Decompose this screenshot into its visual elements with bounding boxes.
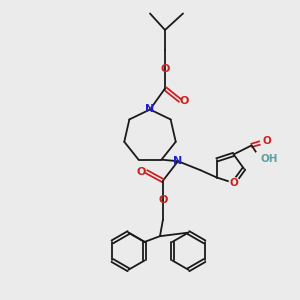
Text: O: O — [229, 178, 238, 188]
Text: O: O — [180, 95, 189, 106]
Text: O: O — [136, 167, 146, 177]
Text: O: O — [262, 136, 271, 146]
Text: N: N — [173, 156, 183, 166]
Text: O: O — [160, 64, 170, 74]
Text: O: O — [158, 195, 168, 205]
Text: OH: OH — [261, 154, 278, 164]
Text: N: N — [146, 104, 154, 115]
